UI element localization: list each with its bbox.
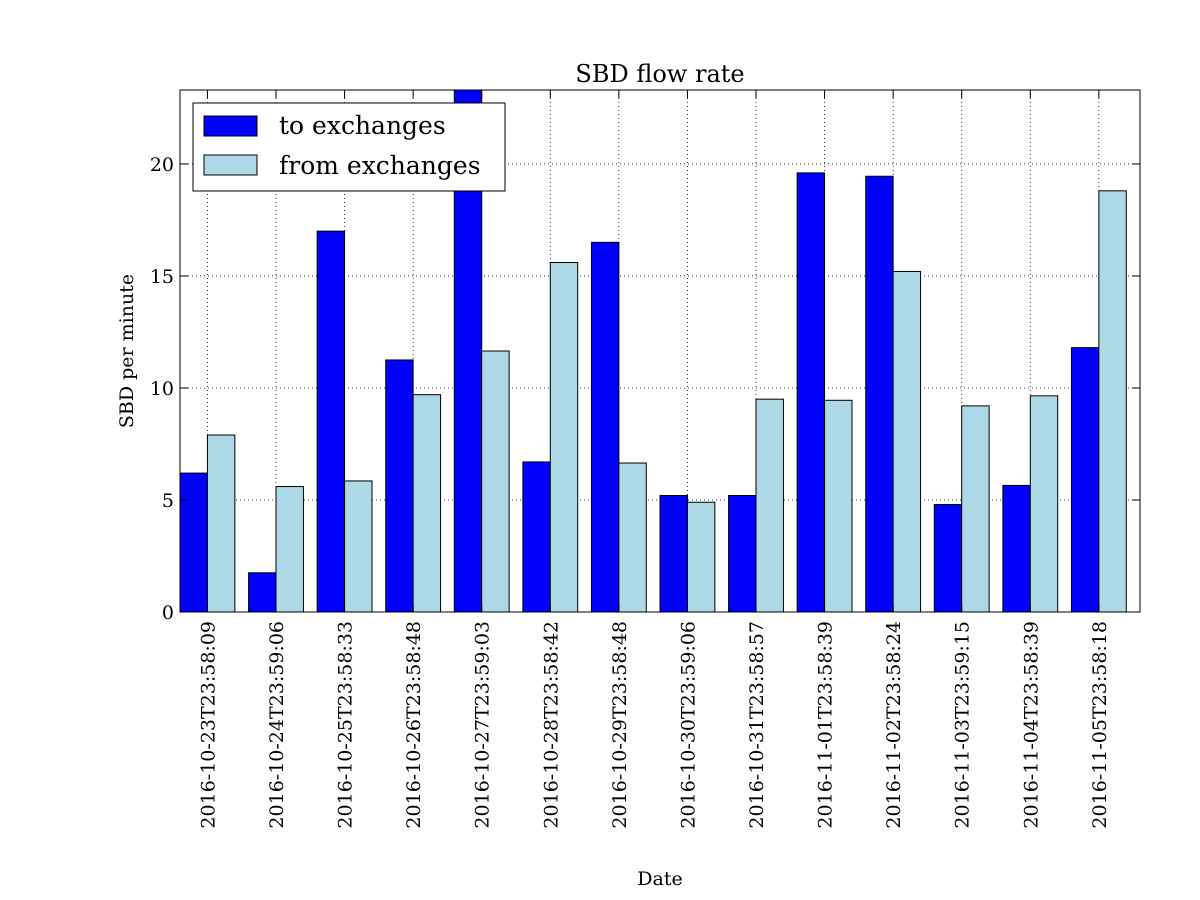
y-tick-label: 15 <box>150 266 174 288</box>
y-tick-label: 0 <box>162 602 174 624</box>
bar-to-exchanges <box>316 230 346 613</box>
legend-swatch-from-exchanges <box>203 154 258 176</box>
x-tick-label: 2016-10-25T23:58:33 <box>335 621 357 829</box>
y-tick-label: 5 <box>162 490 174 512</box>
x-tick-label: 2016-10-26T23:58:48 <box>403 621 425 829</box>
x-tick-label: 2016-10-27T23:59:03 <box>472 621 494 829</box>
bar-to-exchanges <box>248 572 277 613</box>
x-tick-label: 2016-10-24T23:59:06 <box>266 621 288 829</box>
bar-to-exchanges <box>659 495 688 613</box>
bar-from-exchanges <box>206 434 236 613</box>
bar-to-exchanges <box>865 175 894 613</box>
legend-swatch-to-exchanges <box>203 115 258 137</box>
bar-from-exchanges <box>686 501 716 613</box>
bar-from-exchanges <box>344 480 373 613</box>
x-tick-label: 2016-10-23T23:58:09 <box>197 621 219 829</box>
bar-from-exchanges <box>824 399 853 613</box>
x-tick-label: 2016-10-31T23:58:57 <box>746 621 768 829</box>
bar-to-exchanges <box>179 472 208 613</box>
legend-label-to-exchanges: to exchanges <box>279 111 446 140</box>
bar-to-exchanges <box>590 241 620 613</box>
bar-to-exchanges <box>796 172 826 613</box>
bars <box>179 89 1127 613</box>
x-tick-label: 2016-11-02T23:58:24 <box>883 621 905 829</box>
bar-from-exchanges <box>755 398 784 613</box>
bar-from-exchanges <box>549 262 579 613</box>
bar-to-exchanges <box>385 359 414 613</box>
bar-to-exchanges <box>933 503 963 613</box>
x-tick-label: 2016-11-05T23:58:18 <box>1089 621 1111 829</box>
bar-from-exchanges <box>412 394 442 613</box>
bar-from-exchanges <box>892 270 922 613</box>
legend-label-from-exchanges: from exchanges <box>279 151 481 180</box>
bar-from-exchanges <box>275 486 304 613</box>
bar-from-exchanges <box>1098 190 1127 613</box>
x-tick-label: 2016-11-04T23:58:39 <box>1020 621 1042 829</box>
bar-to-exchanges <box>522 461 551 613</box>
x-axis-label: Date <box>637 868 682 890</box>
bar-to-exchanges <box>1002 484 1031 613</box>
bar-from-exchanges <box>961 405 990 613</box>
bar-from-exchanges <box>618 462 647 613</box>
y-axis-label: SBD per minute <box>116 274 138 428</box>
x-tick-label: 2016-10-30T23:59:06 <box>677 621 699 829</box>
bar-from-exchanges <box>481 350 510 613</box>
y-tick-label: 10 <box>150 378 174 400</box>
legend: to exchanges from exchanges <box>192 102 506 192</box>
x-tick-label: 2016-11-03T23:59:15 <box>952 621 974 829</box>
x-tick-label: 2016-11-01T23:58:39 <box>815 621 837 829</box>
x-tick-label: 2016-10-29T23:58:48 <box>609 621 631 829</box>
bar-to-exchanges <box>728 495 757 613</box>
bar-to-exchanges <box>1070 347 1100 613</box>
chart-title: SBD flow rate <box>575 60 744 88</box>
bar-from-exchanges <box>1029 395 1059 613</box>
y-tick-label: 20 <box>150 154 174 176</box>
axis-ticks: 0 5 10 15 20 2016-10-23T23:58:09 2016-10-24T23… <box>150 90 1140 829</box>
x-tick-label: 2016-10-28T23:58:42 <box>540 621 562 829</box>
plot-frame <box>179 89 1141 613</box>
